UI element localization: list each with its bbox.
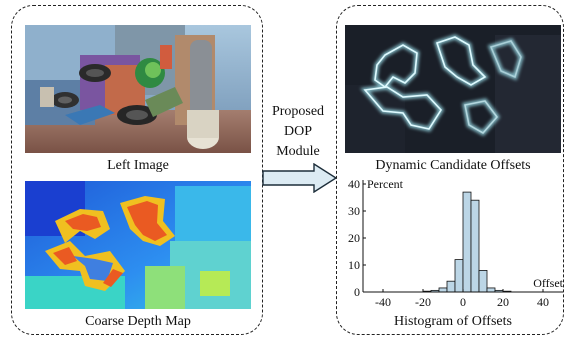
histogram-caption: Histogram of Offsets [394, 314, 512, 329]
module-label-line3: Module [276, 144, 320, 159]
histogram-bar-3 [446, 280, 456, 293]
histogram-bar-7 [478, 270, 488, 293]
left-image [25, 25, 251, 153]
x-tick-label: 40 [537, 295, 549, 309]
histogram-bar-5 [462, 191, 472, 293]
module-label-line2: DOP [283, 124, 312, 139]
module-arrow [262, 163, 338, 193]
x-tick-label: -40 [375, 295, 391, 309]
x-axis-label: Offset [533, 276, 563, 290]
histogram-bar-8 [486, 287, 496, 293]
dynamic-candidate-offsets-image [345, 25, 561, 153]
y-tick-label: 0 [354, 285, 360, 299]
y-tick-label: 30 [348, 204, 360, 218]
y-tick-label: 20 [348, 231, 360, 245]
x-tick-label: 0 [460, 295, 466, 309]
left-image-caption: Left Image [107, 158, 169, 173]
dynamic-candidate-offsets-caption: Dynamic Candidate Offsets [375, 158, 531, 173]
y-tick-label: 10 [348, 258, 360, 272]
x-tick-label: 20 [497, 295, 509, 309]
left-panel [11, 5, 263, 335]
coarse-depth-map-caption: Coarse Depth Map [85, 314, 191, 329]
coarse-depth-map [25, 181, 251, 309]
right-panel [336, 5, 564, 335]
y-axis-label: Percent [367, 177, 404, 191]
module-label-line1: Proposed [271, 104, 325, 119]
histogram-bar-6 [470, 199, 480, 293]
y-tick-label: 40 [348, 177, 360, 191]
histogram-bar-2 [438, 287, 448, 293]
histogram-bar-4 [454, 259, 464, 293]
histogram-chart: 0 10 20 30 40 -40 -20 0 20 40 Percent Offset [340, 174, 566, 314]
x-tick-label: -20 [415, 295, 431, 309]
